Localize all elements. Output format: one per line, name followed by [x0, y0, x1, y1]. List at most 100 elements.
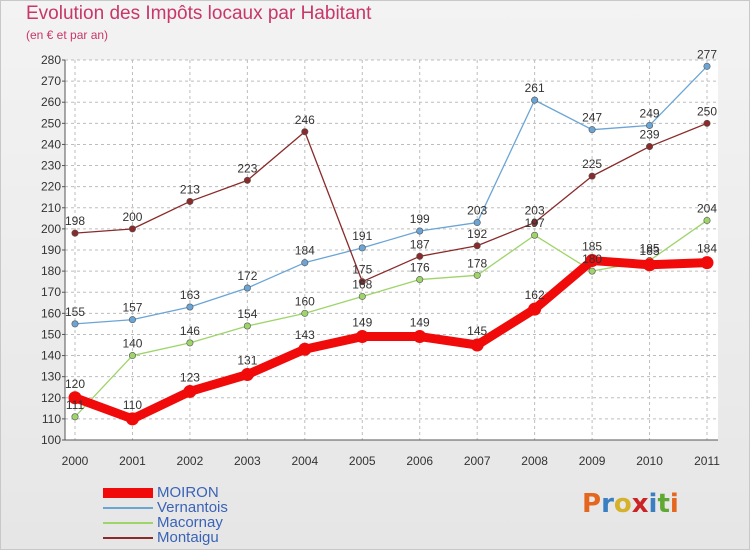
- data-label-vernantois: 191: [352, 229, 372, 243]
- data-point-vernantois: [128, 316, 136, 324]
- data-label-macornay: 176: [410, 261, 430, 275]
- legend-swatch: [103, 487, 153, 498]
- logo-letter: r: [601, 489, 614, 519]
- x-tick-label: 2008: [521, 454, 548, 468]
- data-point-vernantois: [531, 96, 539, 104]
- legend-swatch: [103, 506, 153, 509]
- data-point-macornay: [473, 271, 481, 279]
- legend-label: Macornay: [157, 514, 223, 531]
- data-label-montaigu: 239: [640, 128, 660, 142]
- data-label-vernantois: 172: [237, 269, 257, 283]
- y-tick-label: 150: [41, 327, 61, 341]
- data-point-macornay: [301, 309, 309, 317]
- y-tick-label: 280: [41, 53, 61, 67]
- y-tick-label: 230: [41, 159, 61, 173]
- series-line-macornay: [74, 219, 708, 418]
- logo-letter: i: [648, 489, 658, 519]
- legend-swatch: [103, 536, 153, 539]
- x-tick-label: 2007: [464, 454, 491, 468]
- data-label-montaigu: 198: [65, 214, 85, 228]
- chart-title: Evolution des Impôts locaux par Habitant: [26, 3, 372, 24]
- data-point-moiron: [240, 368, 254, 382]
- data-label-moiron: 183: [640, 244, 660, 258]
- x-tick-label: 2009: [579, 454, 606, 468]
- data-label-macornay: 160: [295, 294, 315, 308]
- x-tick-label: 2005: [349, 454, 376, 468]
- data-point-macornay: [358, 292, 366, 300]
- data-point-moiron: [183, 384, 197, 398]
- y-tick-label: 180: [41, 264, 61, 278]
- series-line-vernantois: [74, 65, 708, 325]
- legend-label: MOIRON: [157, 484, 219, 501]
- data-point-vernantois: [358, 244, 366, 252]
- data-point-montaigu: [531, 219, 539, 227]
- data-point-montaigu: [243, 176, 251, 184]
- data-point-montaigu: [301, 128, 309, 136]
- y-tick-label: 210: [41, 201, 61, 215]
- data-label-montaigu: 187: [410, 237, 430, 251]
- data-point-moiron: [700, 256, 714, 270]
- data-label-moiron: 143: [295, 328, 315, 342]
- data-label-macornay: 204: [697, 201, 717, 215]
- logo-letter: P: [582, 489, 602, 519]
- y-tick-label: 130: [41, 370, 61, 384]
- legend-item-macornay: Macornay: [103, 515, 228, 530]
- data-point-montaigu: [128, 225, 136, 233]
- data-point-macornay: [531, 231, 539, 239]
- data-point-montaigu: [358, 278, 366, 286]
- data-point-vernantois: [301, 259, 309, 267]
- data-label-macornay: 178: [467, 256, 487, 270]
- data-label-montaigu: 175: [352, 263, 372, 277]
- x-tick-label: 2002: [177, 454, 204, 468]
- data-point-montaigu: [71, 229, 79, 237]
- data-point-montaigu: [186, 197, 194, 205]
- data-label-macornay: 185: [640, 242, 660, 256]
- y-tick-label: 220: [41, 180, 61, 194]
- legend: MOIRON Vernantois Macornay Montaigu: [103, 485, 228, 545]
- legend-item-vernantois: Vernantois: [103, 500, 228, 515]
- y-tick-label: 160: [41, 306, 61, 320]
- data-point-moiron: [413, 330, 427, 344]
- data-label-moiron: 185: [582, 240, 602, 254]
- x-tick-label: 2006: [406, 454, 433, 468]
- x-tick-label: 2003: [234, 454, 261, 468]
- data-label-vernantois: 249: [640, 106, 660, 120]
- y-tick-label: 170: [41, 285, 61, 299]
- data-point-vernantois: [416, 227, 424, 235]
- data-point-vernantois: [186, 303, 194, 311]
- chart-subtitle: (en € et par an): [26, 28, 109, 42]
- series-line-moiron: [70, 256, 712, 424]
- legend-item-montaigu: Montaigu: [103, 530, 228, 545]
- y-tick-label: 120: [41, 391, 61, 405]
- data-label-montaigu: 213: [180, 182, 200, 196]
- y-tick-label: 190: [41, 243, 61, 257]
- data-point-macornay: [186, 339, 194, 347]
- data-label-macornay: 146: [180, 324, 200, 338]
- data-label-macornay: 140: [122, 337, 142, 351]
- data-label-montaigu: 200: [122, 210, 142, 224]
- data-point-montaigu: [588, 172, 596, 180]
- logo-letter: t: [657, 489, 670, 519]
- series-line-montaigu: [74, 122, 708, 283]
- data-point-vernantois: [703, 62, 711, 70]
- data-point-montaigu: [646, 143, 654, 151]
- y-tick-label: 240: [41, 137, 61, 151]
- data-point-montaigu: [473, 242, 481, 250]
- data-point-moiron: [68, 391, 82, 405]
- x-tick-label: 2010: [636, 454, 663, 468]
- y-tick-label: 250: [41, 116, 61, 130]
- data-label-vernantois: 163: [180, 288, 200, 302]
- x-tick-label: 2001: [119, 454, 146, 468]
- data-label-macornay: 111: [66, 398, 85, 412]
- data-label-montaigu: 223: [237, 161, 257, 175]
- data-point-macornay: [703, 216, 711, 224]
- data-label-montaigu: 250: [697, 104, 717, 118]
- logo-letter: x: [631, 489, 649, 519]
- data-point-macornay: [588, 267, 596, 275]
- legend-label: Vernantois: [157, 499, 228, 516]
- data-label-montaigu: 192: [467, 227, 487, 241]
- legend-swatch: [103, 521, 153, 524]
- data-point-vernantois: [588, 126, 596, 134]
- data-label-moiron: 184: [697, 242, 717, 256]
- data-point-moiron: [355, 330, 369, 344]
